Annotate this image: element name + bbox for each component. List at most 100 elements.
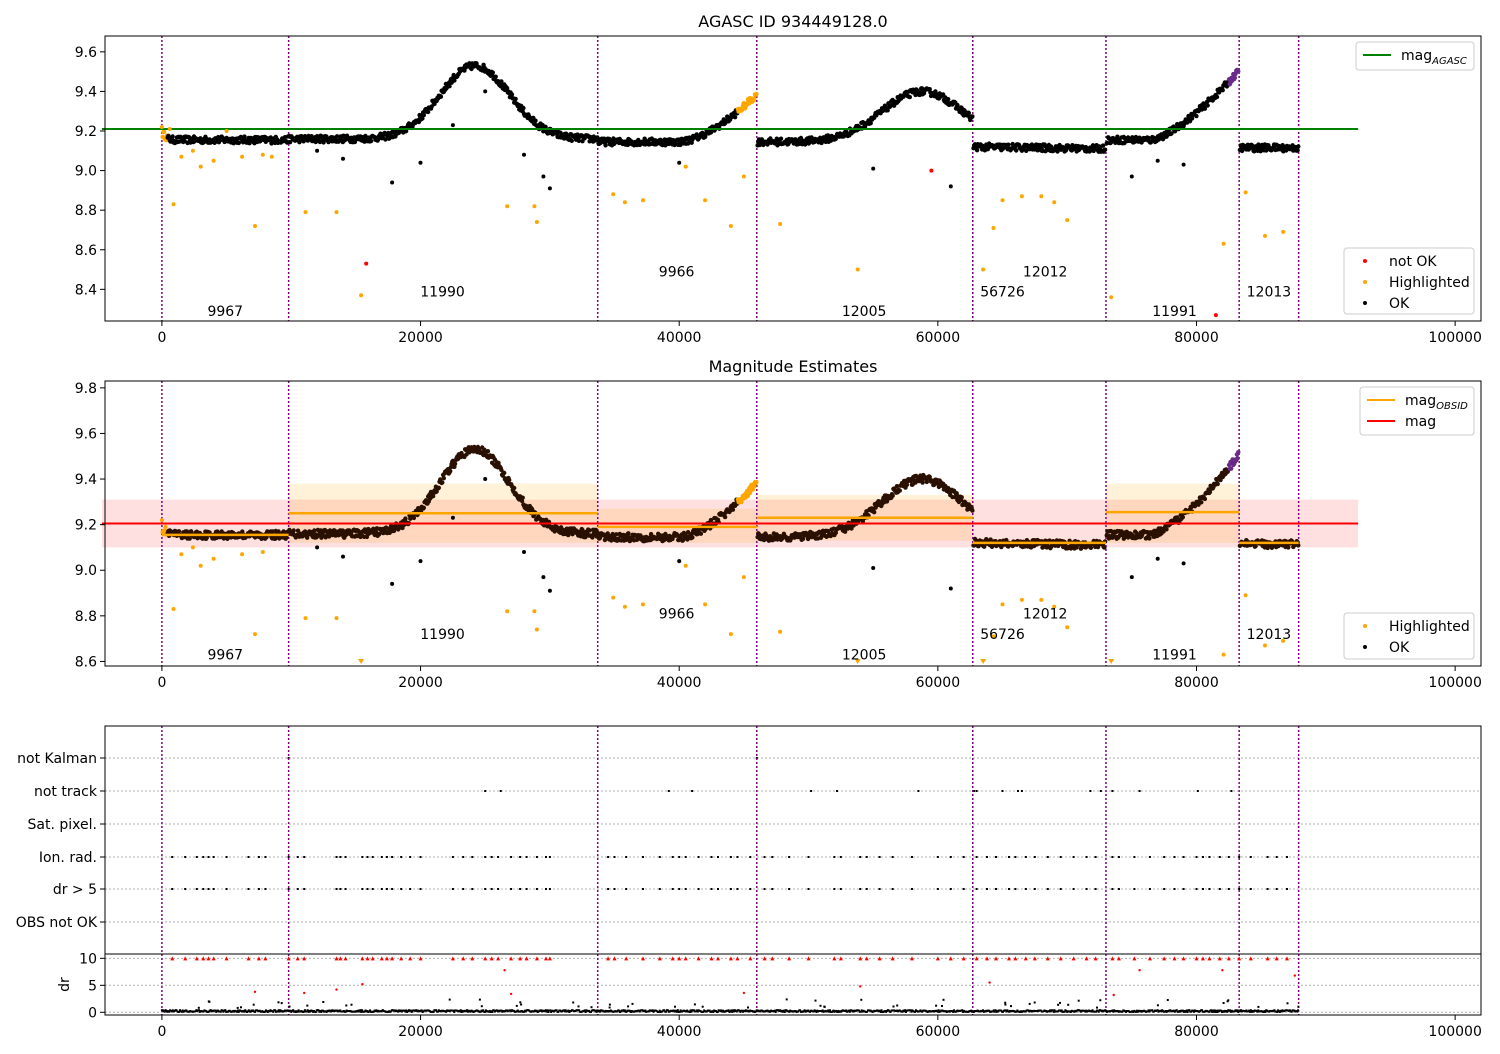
dr-point <box>1034 1002 1036 1004</box>
series-point <box>981 268 985 272</box>
dr-point <box>632 1003 634 1005</box>
flag-mark <box>764 888 766 890</box>
dr-point <box>491 1011 493 1013</box>
flag-mark <box>213 856 215 858</box>
dr-point <box>1227 999 1229 1001</box>
ok-point <box>494 75 498 79</box>
category-label: not track <box>34 784 98 800</box>
series-point <box>1182 163 1186 167</box>
flag-mark <box>668 790 670 792</box>
dr-point <box>694 1003 696 1005</box>
flag-mark <box>1047 856 1049 858</box>
flag-mark <box>208 888 210 890</box>
flag-mark <box>545 856 547 858</box>
series-point <box>191 545 195 549</box>
dr-point <box>1059 1002 1061 1004</box>
plot-title: Magnitude Estimates <box>709 357 878 376</box>
flag-mark <box>840 856 842 858</box>
flag-mark <box>1111 790 1113 792</box>
y-tick-label: 8.4 <box>75 282 97 298</box>
series-point <box>179 155 183 159</box>
obsid-label: 9967 <box>207 648 243 664</box>
dr-point <box>896 1005 898 1007</box>
obsid-label: 9966 <box>659 265 695 281</box>
ok-point <box>754 92 758 96</box>
flag-mark <box>400 888 402 890</box>
flag-mark <box>879 888 881 890</box>
series-point <box>199 165 203 169</box>
ok-point <box>448 469 452 473</box>
series-point <box>505 204 509 208</box>
obsid-label: 12012 <box>1023 265 1068 281</box>
legend-label-main: OK <box>1389 640 1410 656</box>
dr-point <box>941 1005 943 1007</box>
dr-point <box>609 1004 611 1006</box>
legend-label: Highlighted <box>1389 619 1470 635</box>
ok-point <box>920 480 924 484</box>
ok-point <box>521 106 525 110</box>
flag-mark <box>519 856 521 858</box>
flag-mark <box>691 790 693 792</box>
series-point <box>419 161 423 165</box>
ok-point <box>1253 544 1257 548</box>
flag-mark <box>1208 888 1210 890</box>
ok-point <box>946 97 950 101</box>
series-point <box>315 149 319 153</box>
series-point <box>623 200 627 204</box>
ok-point <box>908 95 912 99</box>
flag-mark <box>1219 856 1221 858</box>
flag-mark <box>788 888 790 890</box>
series-point <box>623 605 627 609</box>
dr-point <box>820 1005 822 1007</box>
flag-mark <box>1073 888 1075 890</box>
flag-mark <box>1174 856 1176 858</box>
series-point <box>684 564 688 568</box>
dr-point <box>1099 999 1101 1001</box>
series-point <box>641 602 645 606</box>
dr-point <box>674 1006 676 1008</box>
flag-mark <box>995 856 997 858</box>
dr-point <box>289 1006 291 1008</box>
ok-point <box>1216 482 1220 486</box>
ok-point <box>512 486 516 490</box>
flag-mark <box>736 888 738 890</box>
series-point <box>168 127 172 131</box>
series-point <box>304 210 308 214</box>
flag-mark <box>1250 856 1252 858</box>
flag-mark <box>248 888 250 890</box>
dr-point <box>935 1005 937 1007</box>
dr-point <box>224 1009 226 1011</box>
flag-mark <box>471 856 473 858</box>
flag-mark <box>420 888 422 890</box>
obsid-label: 11991 <box>1152 304 1197 320</box>
flag-mark <box>484 856 486 858</box>
flag-mark <box>625 888 627 890</box>
ok-point <box>1235 456 1239 460</box>
ok-point <box>1286 545 1290 549</box>
dr-point <box>449 999 451 1001</box>
flag-mark <box>409 888 411 890</box>
series-point <box>532 609 536 613</box>
y-tick-label: 9.2 <box>75 124 97 140</box>
category-label: dr > 5 <box>53 882 97 898</box>
flag-mark <box>672 888 674 890</box>
ok-point <box>872 510 876 514</box>
series-point <box>172 202 176 206</box>
series-point <box>684 165 688 169</box>
series-point <box>522 153 526 157</box>
flag-mark <box>1139 790 1141 792</box>
series-point <box>335 616 339 620</box>
flag-mark <box>1008 856 1010 858</box>
flag-mark <box>1100 790 1102 792</box>
series-point <box>1065 625 1069 629</box>
flag-mark <box>1034 856 1036 858</box>
ok-point <box>439 95 443 99</box>
dr-point <box>281 1002 283 1004</box>
x-tick-label: 0 <box>157 675 166 691</box>
flag-mark <box>1095 856 1097 858</box>
flag-mark <box>339 856 341 858</box>
x-tick-label: 40000 <box>657 675 702 691</box>
category-label: OBS not OK <box>16 915 98 931</box>
flag-mark <box>1089 790 1091 792</box>
